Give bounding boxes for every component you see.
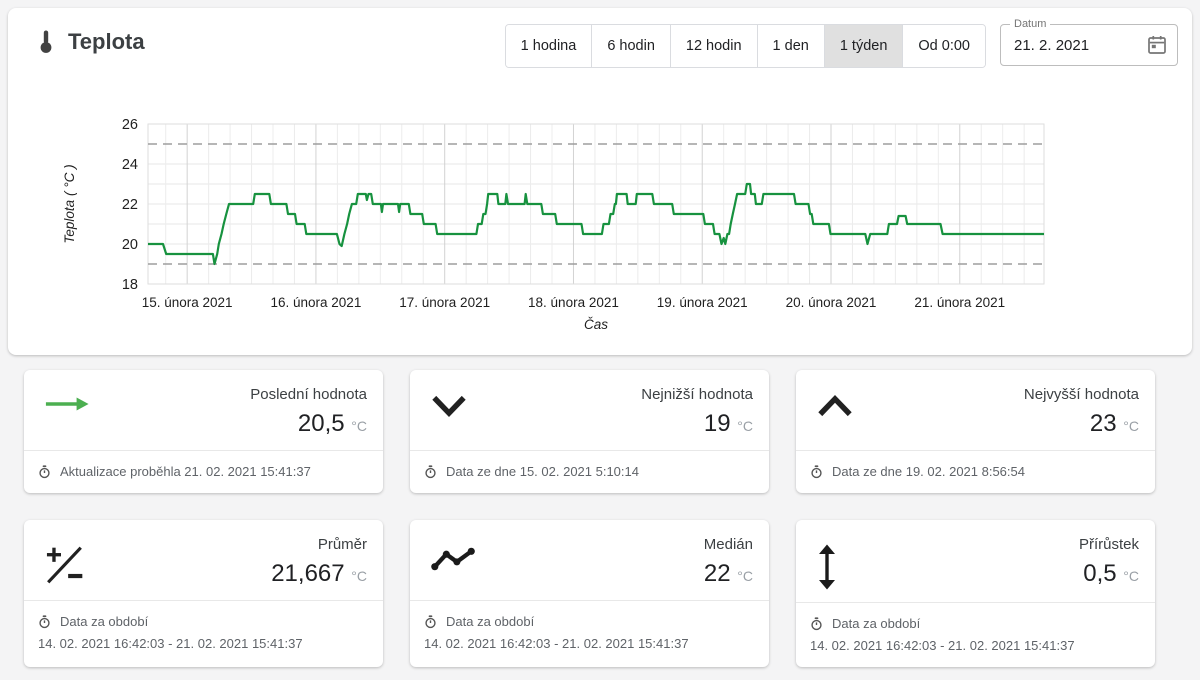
svg-text:20: 20 [122, 237, 138, 253]
thermometer-icon [40, 30, 52, 53]
unit-label: °C [737, 568, 753, 584]
time-range-group: 1 hodina 6 hodin 12 hodin 1 den 1 týden … [504, 24, 986, 68]
stat-value: 20,5 °C [297, 410, 367, 437]
footer-text: Data za období [446, 614, 535, 629]
unit-label: °C [737, 418, 753, 434]
footer-text: Data ze dne 15. 02. 2021 5:10:14 [446, 464, 639, 479]
svg-text:16. února 2021: 16. února 2021 [271, 295, 362, 310]
footer-period: 14. 02. 2021 16:42:03 - 21. 02. 2021 15:… [38, 636, 303, 651]
stat-footer: Data ze dne 19. 02. 2021 8:56:54 [796, 450, 1155, 493]
stat-label: Medián [703, 536, 753, 553]
stat-label: Poslední hodnota [250, 386, 367, 403]
svg-text:19. února 2021: 19. února 2021 [657, 295, 748, 310]
svg-text:20. února 2021: 20. února 2021 [786, 295, 877, 310]
card-max-value: Nejvyšší hodnota 23 °C Data ze dne 19. 0… [796, 370, 1155, 493]
svg-text:Čas: Čas [584, 317, 608, 332]
stat-value: 0,5 °C [1083, 560, 1139, 587]
stat-footer: Data ze dne 15. 02. 2021 5:10:14 [410, 450, 769, 493]
stopwatch-icon [39, 464, 50, 478]
chevron-down-icon [432, 395, 466, 418]
stopwatch-icon [425, 614, 436, 628]
card-increment: Přírůstek 0,5 °C Data za období 14. 02. … [796, 520, 1155, 667]
title-wrap: Teplota [34, 22, 505, 56]
stat-value: 21,667 °C [271, 560, 367, 587]
svg-text:24: 24 [122, 157, 138, 173]
stat-label: Nejvyšší hodnota [1023, 386, 1139, 403]
stat-cards: Poslední hodnota 20,5 °C Aktualizace pro… [24, 370, 1155, 667]
svg-text:Teplota ( °C ): Teplota ( °C ) [62, 164, 77, 243]
range-button-1-tyden[interactable]: 1 týden [824, 25, 904, 67]
chevron-up-icon [818, 394, 852, 417]
date-field-label: Datum [1010, 18, 1051, 30]
arrow-right-icon [45, 397, 89, 411]
footer-text: Data za období [832, 616, 921, 631]
svg-text:15. února 2021: 15. února 2021 [142, 295, 233, 310]
date-field-value[interactable]: 21. 2. 2021 [1014, 36, 1090, 54]
svg-text:26: 26 [122, 117, 138, 133]
date-picker-field[interactable]: Datum 21. 2. 2021 [1000, 18, 1178, 66]
range-button-od-000[interactable]: Od 0:00 [903, 25, 985, 67]
svg-text:22: 22 [122, 197, 138, 213]
unit-label: °C [1123, 418, 1139, 434]
card-last-value: Poslední hodnota 20,5 °C Aktualizace pro… [24, 370, 383, 493]
stat-footer: Data za období 14. 02. 2021 16:42:03 - 2… [796, 602, 1155, 667]
stat-value: 22 °C [703, 560, 753, 587]
stat-label: Nejnižší hodnota [641, 386, 753, 403]
footer-text: Aktualizace proběhla 21. 02. 2021 15:41:… [60, 464, 311, 479]
stopwatch-icon [39, 614, 50, 628]
svg-text:18: 18 [122, 277, 138, 293]
footer-period: 14. 02. 2021 16:42:03 - 21. 02. 2021 15:… [424, 636, 689, 651]
temperature-panel: Teplota 1 hodina 6 hodin 12 hodin 1 den … [8, 8, 1192, 355]
range-button-6-hodin[interactable]: 6 hodin [592, 25, 671, 67]
card-median: Medián 22 °C Data za období 14. 02. 2021… [410, 520, 769, 667]
svg-text:21. února 2021: 21. února 2021 [914, 295, 1005, 310]
card-average: Průměr 21,667 °C Data za období 14. 02. … [24, 520, 383, 667]
stat-footer: Aktualizace proběhla 21. 02. 2021 15:41:… [24, 450, 383, 493]
stat-value: 19 °C [703, 410, 753, 437]
page-title: Teplota [68, 29, 145, 54]
range-button-1-hodina[interactable]: 1 hodina [505, 25, 593, 67]
stat-label: Průměr [317, 536, 367, 553]
unit-label: °C [351, 418, 367, 434]
stat-label: Přírůstek [1078, 536, 1139, 553]
arrows-vertical-icon [819, 544, 835, 590]
range-button-12-hodin[interactable]: 12 hodin [670, 25, 758, 67]
temperature-line-chart: 18 20 22 24 26 15. února 2021 16. února 2021 17… [62, 117, 1045, 332]
footer-text: Data ze dne 19. 02. 2021 8:56:54 [832, 464, 1025, 479]
stopwatch-icon [811, 464, 822, 478]
footer-text: Data za období [60, 614, 149, 629]
calendar-icon[interactable] [1147, 35, 1167, 55]
unit-label: °C [1123, 568, 1139, 584]
panel-header: Teplota 1 hodina 6 hodin 12 hodin 1 den … [8, 8, 1192, 68]
card-min-value: Nejnižší hodnota 19 °C Data ze dne 15. 0… [410, 370, 769, 493]
unit-label: °C [351, 568, 367, 584]
timeline-icon [431, 547, 475, 571]
plus-minus-icon [46, 546, 83, 584]
stat-value: 23 °C [1089, 410, 1139, 437]
chart-area: 18 20 22 24 26 15. února 2021 16. února 2021 17… [8, 76, 1186, 338]
stopwatch-icon [811, 616, 822, 630]
stat-footer: Data za období 14. 02. 2021 16:42:03 - 2… [24, 600, 383, 665]
svg-text:18. února 2021: 18. února 2021 [528, 295, 619, 310]
stopwatch-icon [425, 464, 436, 478]
svg-text:17. února 2021: 17. února 2021 [399, 295, 490, 310]
range-button-1-den[interactable]: 1 den [757, 25, 825, 67]
footer-period: 14. 02. 2021 16:42:03 - 21. 02. 2021 15:… [810, 638, 1075, 653]
stat-footer: Data za období 14. 02. 2021 16:42:03 - 2… [410, 600, 769, 665]
